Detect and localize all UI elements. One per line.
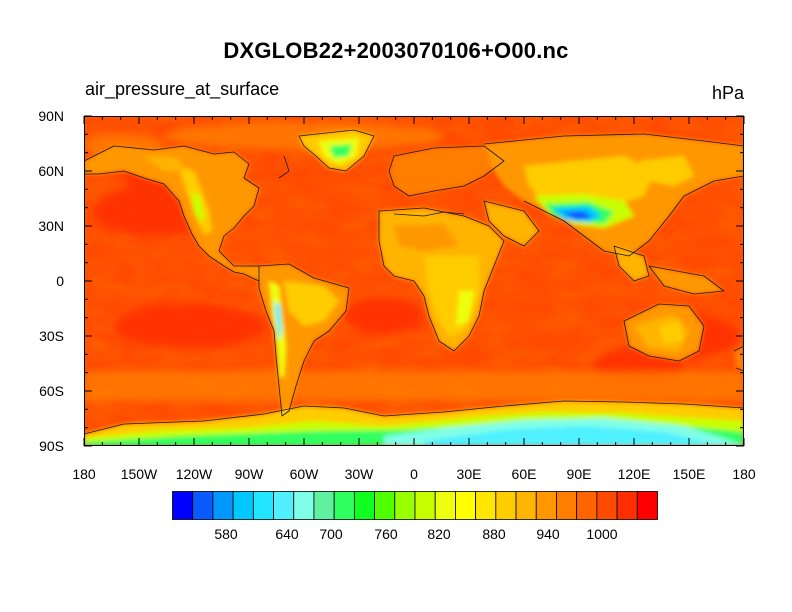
colorbar-box <box>556 491 578 520</box>
x-tick-label: 180 <box>72 466 96 482</box>
colorbar-box <box>293 491 315 520</box>
colorbar-box <box>172 491 194 520</box>
colorbar-box <box>192 491 214 520</box>
colorbar-box <box>636 491 658 520</box>
x-tick-label: 120E <box>617 466 651 482</box>
map-plot <box>84 116 744 446</box>
colorbar-box <box>353 491 375 520</box>
x-tick-label: 60E <box>511 466 537 482</box>
colorbar-label: 820 <box>427 526 451 542</box>
x-tick-label: 120W <box>175 466 213 482</box>
colorbar-label: 1000 <box>586 526 618 542</box>
y-tick-label: 30N <box>38 218 64 234</box>
x-tick-label: 150W <box>120 466 158 482</box>
colorbar-box <box>616 491 638 520</box>
colorbar <box>172 491 658 520</box>
colorbar-box <box>273 491 295 520</box>
colorbar-box <box>212 491 234 520</box>
colorbar-box <box>333 491 355 520</box>
colorbar-box <box>434 491 456 520</box>
colorbar-box <box>252 491 274 520</box>
colorbar-box <box>475 491 497 520</box>
x-tick-label: 180 <box>732 466 756 482</box>
colorbar-label: 700 <box>319 526 343 542</box>
y-tick-label: 30S <box>39 328 64 344</box>
y-tick-label: 60S <box>39 383 64 399</box>
colorbar-box <box>374 491 396 520</box>
colorbar-label: 640 <box>275 526 299 542</box>
colorbar-box <box>455 491 477 520</box>
colorbar-box <box>515 491 537 520</box>
x-tick-label: 30E <box>456 466 482 482</box>
colorbar-label: 940 <box>536 526 560 542</box>
x-tick-label: 90W <box>234 466 264 482</box>
y-tick-label: 0 <box>56 273 64 289</box>
colorbar-box <box>576 491 598 520</box>
colorbar-label: 760 <box>374 526 398 542</box>
units-label: hPa <box>711 83 744 103</box>
y-tick-label: 90S <box>39 438 64 454</box>
colorbar-box <box>414 491 436 520</box>
x-tick-label: 30W <box>344 466 374 482</box>
colorbar-box <box>495 491 517 520</box>
colorbar-label: 580 <box>214 526 238 542</box>
x-tick-label: 60W <box>289 466 319 482</box>
x-tick-label: 90E <box>566 466 592 482</box>
colorbar-box <box>535 491 557 520</box>
colorbar-label: 880 <box>482 526 506 542</box>
coastlines <box>84 129 744 435</box>
plot-title: DXGLOB22+2003070106+O00.nc <box>223 38 569 63</box>
colorbar-box <box>394 491 416 520</box>
colorbar-box <box>232 491 254 520</box>
colorbar-box <box>596 491 618 520</box>
x-tick-label: 0 <box>410 466 418 482</box>
x-tick-label: 150E <box>672 466 706 482</box>
y-tick-label: 90N <box>38 108 64 124</box>
y-tick-label: 60N <box>38 163 64 179</box>
variable-name: air_pressure_at_surface <box>85 79 280 99</box>
colorbar-box <box>313 491 335 520</box>
